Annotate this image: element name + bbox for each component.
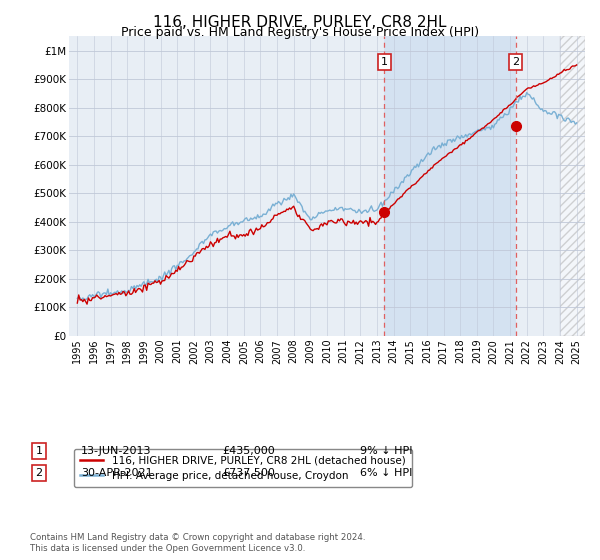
Text: £435,000: £435,000 (222, 446, 275, 456)
Text: 1: 1 (381, 57, 388, 67)
Text: 2: 2 (35, 468, 43, 478)
Legend: 116, HIGHER DRIVE, PURLEY, CR8 2HL (detached house), HPI: Average price, detache: 116, HIGHER DRIVE, PURLEY, CR8 2HL (deta… (74, 449, 412, 487)
Bar (560, 36, 585, 336)
Text: 9% ↓ HPI: 9% ↓ HPI (360, 446, 413, 456)
Text: Contains HM Land Registry data © Crown copyright and database right 2024.
This d: Contains HM Land Registry data © Crown c… (30, 533, 365, 553)
Text: 116, HIGHER DRIVE, PURLEY, CR8 2HL: 116, HIGHER DRIVE, PURLEY, CR8 2HL (153, 15, 447, 30)
Bar (385, 36, 515, 336)
Text: Price paid vs. HM Land Registry's House Price Index (HPI): Price paid vs. HM Land Registry's House … (121, 26, 479, 39)
Text: 6% ↓ HPI: 6% ↓ HPI (360, 468, 412, 478)
Text: 1: 1 (35, 446, 43, 456)
Text: 2: 2 (512, 57, 519, 67)
Text: 30-APR-2021: 30-APR-2021 (81, 468, 152, 478)
Text: 13-JUN-2013: 13-JUN-2013 (81, 446, 151, 456)
Text: £737,500: £737,500 (222, 468, 275, 478)
